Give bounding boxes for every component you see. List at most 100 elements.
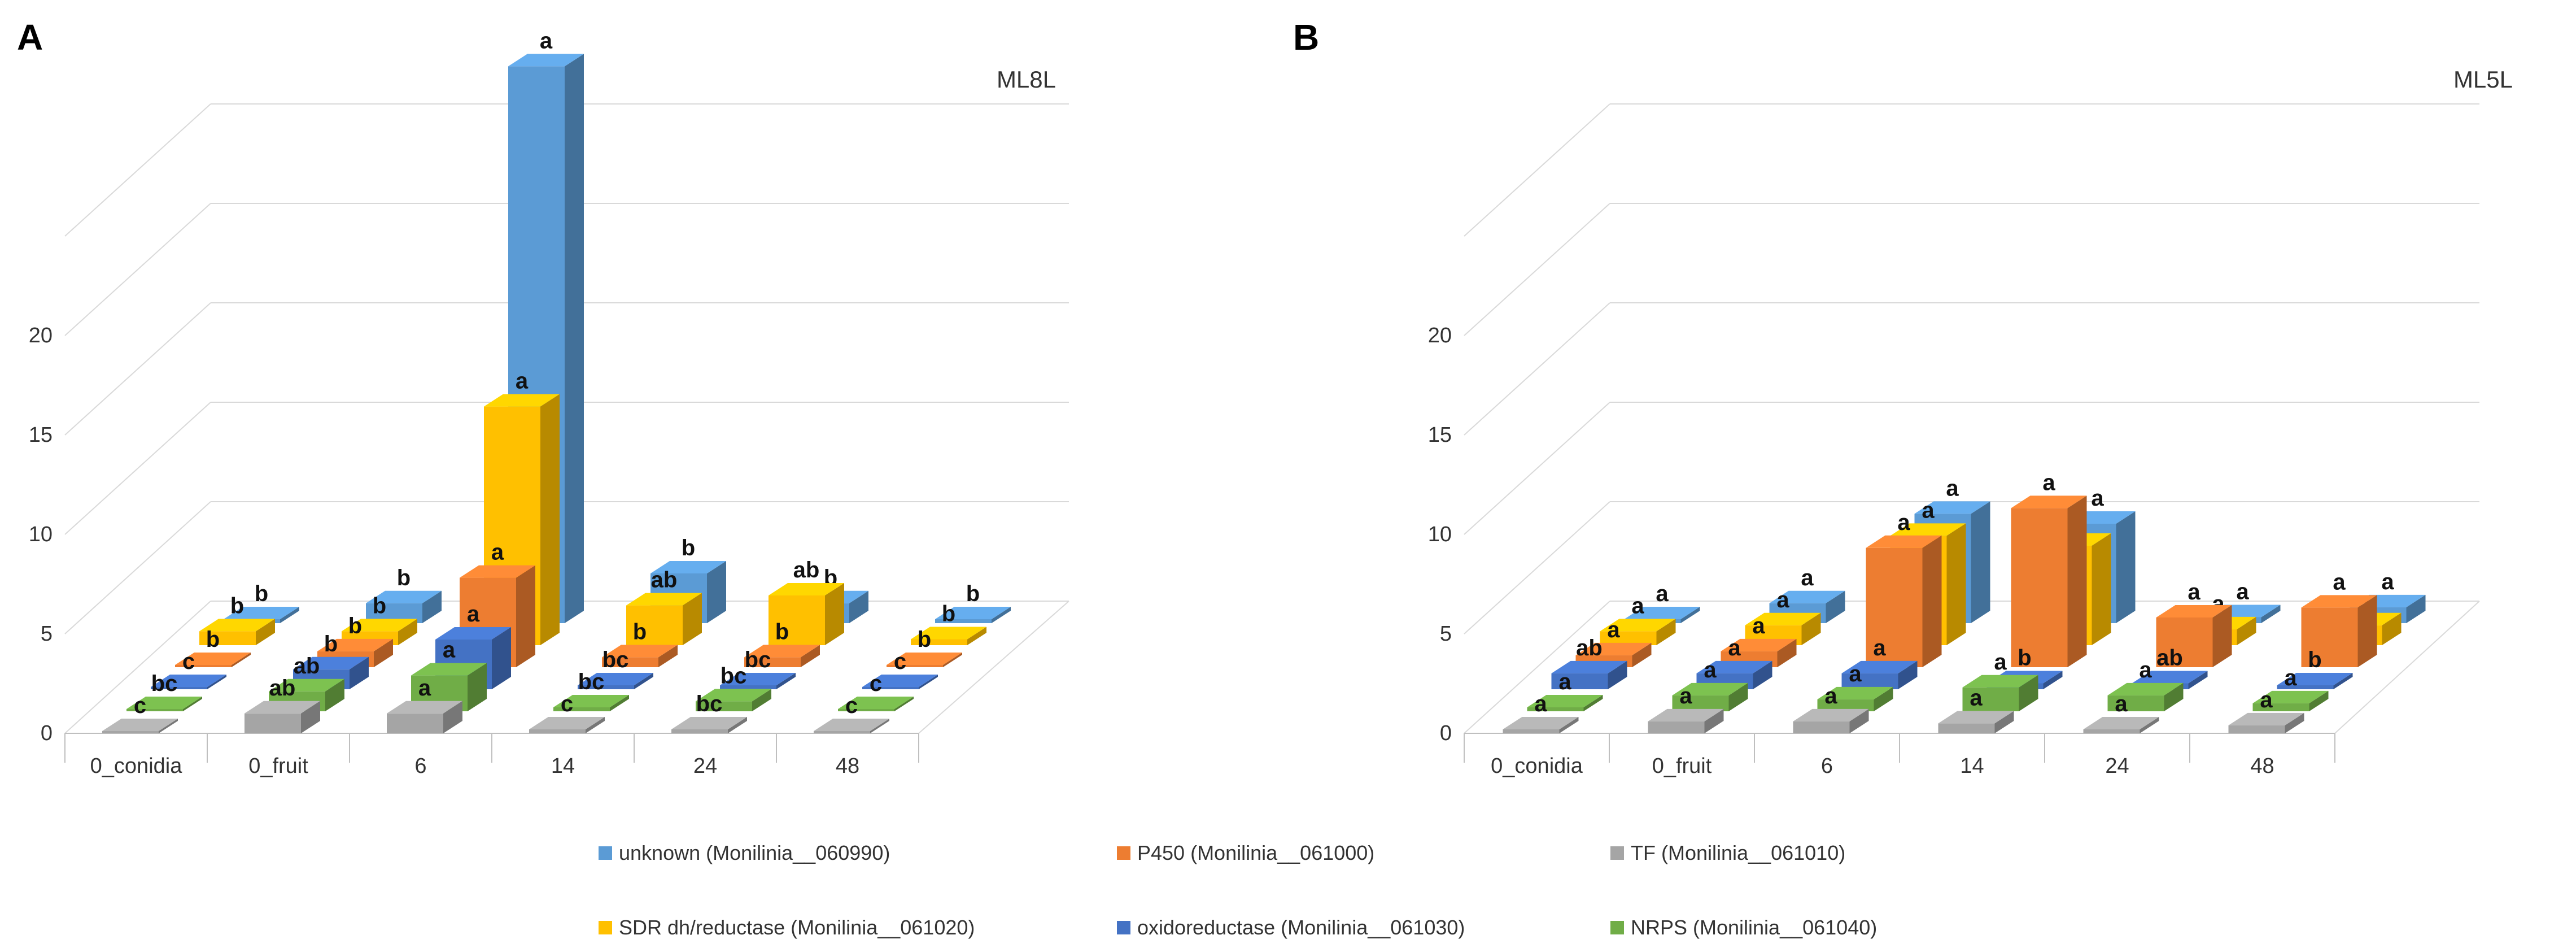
bar-significance-label: a xyxy=(1849,662,1862,686)
bar-top xyxy=(696,689,771,702)
bar-significance-label: a xyxy=(1897,510,1910,535)
gridline-side xyxy=(64,501,211,634)
bar-side xyxy=(919,675,938,689)
bar-significance-label: a xyxy=(1922,498,1935,523)
gridline-side xyxy=(1464,501,1610,634)
legend-swatch-oxidoreductase xyxy=(1117,921,1130,934)
legend-swatch-p450 xyxy=(1117,846,1130,860)
bar-top xyxy=(602,645,678,658)
y-tick-label: 0 xyxy=(41,721,53,745)
bar-front xyxy=(2277,685,2334,689)
bar-top xyxy=(1721,638,1797,651)
bar-side xyxy=(2043,671,2063,689)
bar-p450-24: b xyxy=(744,619,820,667)
legend-label-oxidoreductase: oxidoreductase (Monilinia__061030) xyxy=(1137,916,1465,939)
bar-side xyxy=(586,716,605,733)
bar-front xyxy=(887,665,943,667)
legend-item-tf: TF (Monilinia__061010) xyxy=(1610,841,1845,864)
bar-significance-label: a xyxy=(1970,685,1983,710)
bar-significance-label: a xyxy=(2139,658,2152,682)
x-tick-label: 0_fruit xyxy=(1652,754,1712,778)
bar-front xyxy=(1793,721,1850,733)
bar-front xyxy=(744,657,801,667)
bar-p450-24: a xyxy=(2156,580,2232,667)
bar-side xyxy=(2357,595,2377,667)
bar-top xyxy=(484,394,560,407)
bar-nrps-0_fruit: a xyxy=(1672,658,1748,711)
bar-side xyxy=(1777,638,1797,667)
bar-significance-label: a xyxy=(1679,684,1692,708)
bar-top xyxy=(151,675,226,687)
bar-significance-label: a xyxy=(1656,581,1669,606)
bar-significance-label: a xyxy=(443,638,456,663)
bar-tf-24: a xyxy=(2083,692,2159,733)
bar-side xyxy=(443,701,462,733)
bar-top xyxy=(1551,660,1627,673)
bar-side xyxy=(967,627,986,645)
gridline-side xyxy=(1464,103,1610,237)
y-tick-label: 0 xyxy=(1440,721,1452,745)
bar-front xyxy=(696,701,752,711)
bar-side xyxy=(1801,612,1821,645)
bar-top xyxy=(435,627,511,640)
bar-significance-label: b xyxy=(348,614,362,638)
bar-significance-label: b xyxy=(682,536,695,560)
bar-side xyxy=(728,716,747,733)
x-tick-label: 48 xyxy=(2250,754,2274,778)
bar-top xyxy=(935,606,1011,619)
bar-front xyxy=(2252,703,2309,711)
bar-front xyxy=(244,713,301,733)
bar-side xyxy=(1704,708,1724,733)
bar-side xyxy=(1971,501,1990,623)
bar-front xyxy=(814,731,870,733)
bar-top xyxy=(1648,708,1724,721)
bar-significance-label: a xyxy=(467,602,480,627)
legend-label-sdr: SDR dh/reductase (Monilinia__061020) xyxy=(619,916,975,939)
bar-top xyxy=(269,679,344,692)
x-tick-label: 24 xyxy=(693,754,717,778)
bar-nrps-24: bc xyxy=(696,663,771,711)
legend-item-p450: P450 (Monilinia__061000) xyxy=(1117,841,1374,864)
bar-significance-label: b xyxy=(2018,645,2031,670)
bar-significance-label: c xyxy=(870,671,882,696)
bar-tf-14: c xyxy=(529,692,605,733)
bar-top xyxy=(387,701,462,714)
bar-oxidoreductase-6: a xyxy=(1841,636,1918,689)
bar-p450-48: a xyxy=(2301,569,2377,667)
bar-side xyxy=(2019,675,2038,711)
bar-tf-0_conidia: a xyxy=(1503,692,1579,733)
bar-side xyxy=(1728,682,1748,711)
bar-significance-label: a xyxy=(2260,688,2273,712)
bar-nrps-14: a xyxy=(1962,650,2038,711)
bar-front xyxy=(578,685,634,689)
bar-side xyxy=(1994,711,2014,733)
bar-tf-14: a xyxy=(1938,685,2014,733)
bar-significance-label: b xyxy=(397,566,411,590)
bar-significance-label: a xyxy=(1631,593,1644,618)
bar-top xyxy=(1503,716,1579,729)
bar-significance-label: b xyxy=(324,632,338,656)
bar-side xyxy=(610,694,629,711)
bar-p450-14: a xyxy=(2011,470,2087,667)
x-tick-label: 14 xyxy=(1960,754,1984,778)
legend-label-p450: P450 (Monilinia__061000) xyxy=(1137,841,1374,864)
bar-significance-label: c xyxy=(845,693,858,718)
bar-side xyxy=(2188,671,2208,689)
bar-side xyxy=(398,619,417,645)
bar-significance-label: ab xyxy=(651,568,678,593)
x-tick-label: 14 xyxy=(551,754,575,778)
y-tick-label: 5 xyxy=(41,622,53,646)
bar-side xyxy=(992,606,1011,623)
bar-top xyxy=(862,675,938,687)
bar-significance-label: a xyxy=(2115,692,2128,716)
bar-top xyxy=(2277,672,2353,685)
bar-side xyxy=(2067,495,2087,667)
bar-top xyxy=(626,593,702,606)
bar-side xyxy=(183,697,202,711)
bar-front xyxy=(2228,725,2285,733)
x-axis: 0_conidia 0_fruit 6 14 24 48 xyxy=(64,601,1069,778)
bar-top xyxy=(342,619,417,632)
